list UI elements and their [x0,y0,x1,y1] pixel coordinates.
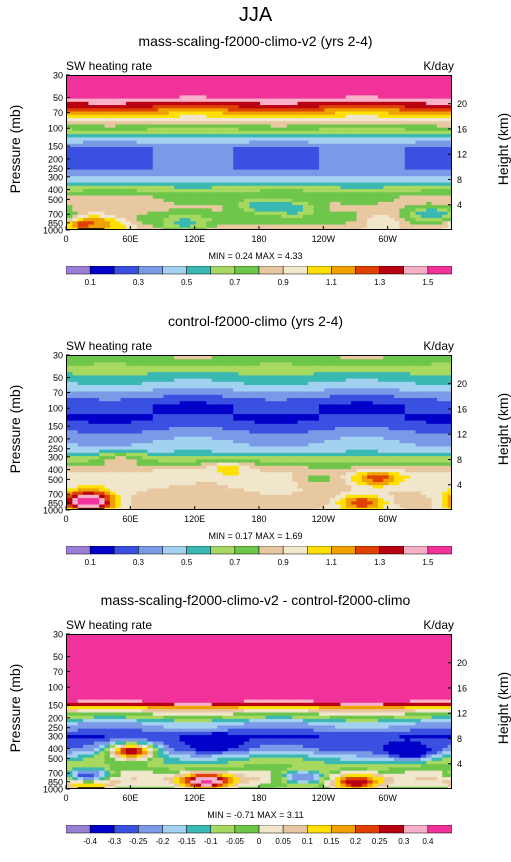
colorbar-label: 1.3 [374,278,386,287]
colorbar-swatch [404,266,428,274]
height-tick-label: 12 [457,150,467,160]
colorbar-label: 0.3 [133,278,145,287]
axes: 1000850700500400300250200150100705030481… [0,69,511,269]
height-tick-label: 20 [457,99,467,109]
panel-title: mass-scaling-f2000-climo-v2 (yrs 2-4) [0,33,511,49]
y-tick-label: 250 [48,164,63,174]
height-tick-label: 8 [457,175,462,185]
colorbar-swatch [380,266,404,274]
x-tick-label: 60E [122,234,138,244]
colorbar-swatch [163,266,187,274]
colorbar-swatch [283,266,307,274]
y-tick-label: 70 [53,108,63,118]
colorbar-swatch [114,266,138,274]
chart-panel-1: mass-scaling-f2000-climo-v2 (yrs 2-4)SW … [0,33,511,303]
x-tick-label: 0 [63,234,68,244]
x-tick-label: 180 [251,234,266,244]
y-tick-label: 100 [48,124,63,134]
height-tick-label: 16 [457,124,467,134]
y-tick-label: 700 [48,210,63,220]
y-tick-label: 500 [48,195,63,205]
colorbar-label: 0.7 [229,278,241,287]
colorbar-swatch [90,266,114,274]
colorbar-label: 0.9 [278,278,290,287]
y-tick-label: 850 [48,218,63,228]
y-tick-label: 200 [48,154,63,164]
y-tick-label: 150 [48,142,63,152]
panel-title: control-f2000-climo (yrs 2-4) [0,313,511,329]
x-tick-label: 60W [378,234,397,244]
height-tick-label: 4 [457,200,462,210]
chart-panel-2: control-f2000-climo (yrs 2-4)SW heating … [0,313,511,583]
x-tick-label: 120W [312,234,336,244]
colorbar-swatch [66,266,90,274]
colorbar-swatch [259,266,283,274]
figure-title: JJA [0,4,511,27]
colorbar-swatch [428,266,452,274]
y-tick-label: 400 [48,185,63,195]
colorbar-swatch [187,266,211,274]
colorbar-swatch [331,266,355,274]
colorbar-swatch [138,266,162,274]
colorbar-swatch [307,266,331,274]
colorbar-swatch [356,266,380,274]
y-tick-label: 50 [53,93,63,103]
colorbar-label: 0.5 [181,278,193,287]
colorbar-swatch [211,266,235,274]
colorbar-label: 1.1 [326,278,338,287]
x-tick-label: 120E [184,234,205,244]
colorbar-swatch [235,266,259,274]
colorbar: 0.1 0.3 0.5 0.7 0.9 1.1 1.3 1.5 [66,266,452,290]
y-tick-label: 30 [53,71,63,81]
colorbar-label: 1.5 [422,278,434,287]
colorbar-label: 0.1 [85,278,97,287]
